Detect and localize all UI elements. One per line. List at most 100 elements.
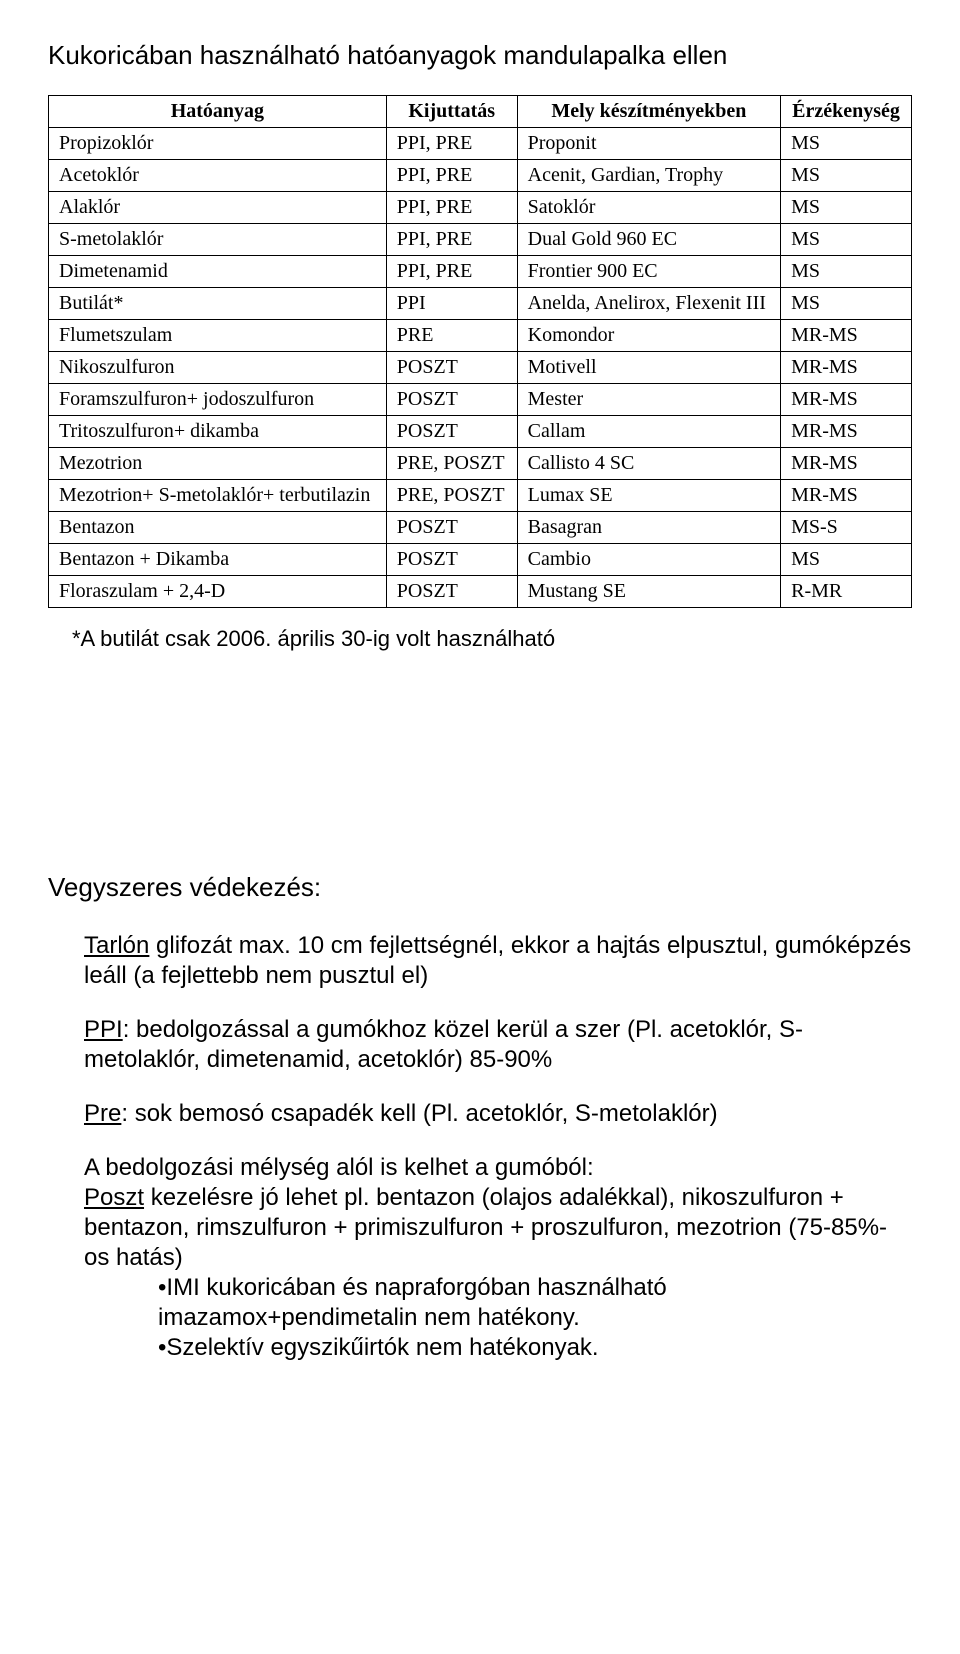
table-cell: POSZT — [386, 352, 517, 384]
table-cell: MR-MS — [781, 416, 912, 448]
table-cell: PRE, POSZT — [386, 448, 517, 480]
table-cell: PPI, PRE — [386, 256, 517, 288]
table-cell: Floraszulam + 2,4-D — [49, 576, 387, 608]
table-cell: MR-MS — [781, 480, 912, 512]
section-heading: Vegyszeres védekezés: — [48, 872, 912, 903]
table-cell: Butilát* — [49, 288, 387, 320]
text-p1: glifozát max. 10 cm fejlettségnél, ekkor… — [84, 932, 911, 989]
table-cell: Dual Gold 960 EC — [517, 224, 780, 256]
table-cell: PPI, PRE — [386, 224, 517, 256]
table-cell: Mezotrion — [49, 448, 387, 480]
table-cell: Basagran — [517, 512, 780, 544]
col-hatoanyag: Hatóanyag — [49, 96, 387, 128]
table-cell: POSZT — [386, 544, 517, 576]
table-cell: Bentazon — [49, 512, 387, 544]
table-footnote: *A butilát csak 2006. április 30-ig volt… — [72, 626, 912, 652]
table-cell: MR-MS — [781, 320, 912, 352]
table-cell: Foramszulfuron+ jodoszulfuron — [49, 384, 387, 416]
table-row: Foramszulfuron+ jodoszulfuronPOSZTMester… — [49, 384, 912, 416]
table-row: Mezotrion+ S-metolaklór+ terbutilazinPRE… — [49, 480, 912, 512]
table-cell: Bentazon + Dikamba — [49, 544, 387, 576]
col-erzekenyseg: Érzékenység — [781, 96, 912, 128]
table-row: AlaklórPPI, PRESatoklórMS — [49, 192, 912, 224]
table-row: Bentazon + DikambaPOSZTCambioMS — [49, 544, 912, 576]
table-cell: PPI, PRE — [386, 160, 517, 192]
table-cell: Satoklór — [517, 192, 780, 224]
table-cell: Proponit — [517, 128, 780, 160]
table-cell: MS — [781, 256, 912, 288]
text-p4: kezelésre jó lehet pl. bentazon (olajos … — [84, 1184, 887, 1271]
table-cell: Cambio — [517, 544, 780, 576]
table-cell: Nikoszulfuron — [49, 352, 387, 384]
table-row: Tritoszulfuron+ dikambaPOSZTCallamMR-MS — [49, 416, 912, 448]
table-cell: Mezotrion+ S-metolaklór+ terbutilazin — [49, 480, 387, 512]
table-row: Butilát*PPIAnelda, Anelirox, Flexenit II… — [49, 288, 912, 320]
table-cell: Anelda, Anelirox, Flexenit III — [517, 288, 780, 320]
table-row: FlumetszulamPREKomondorMR-MS — [49, 320, 912, 352]
table-row: S-metolaklórPPI, PREDual Gold 960 ECMS — [49, 224, 912, 256]
table-cell: Tritoszulfuron+ dikamba — [49, 416, 387, 448]
paragraph-poszt: A bedolgozási mélység alól is kelhet a g… — [84, 1153, 912, 1273]
table-cell: MS — [781, 224, 912, 256]
table-cell: S-metolaklór — [49, 224, 387, 256]
text-p2: : bedolgozással a gumókhoz közel kerül a… — [84, 1016, 803, 1073]
underline-tarlon: Tarlón — [84, 932, 149, 959]
document-page: Kukoricában használható hatóanyagok mand… — [0, 0, 960, 1447]
herbicide-table: Hatóanyag Kijuttatás Mely készítményekbe… — [48, 95, 912, 608]
table-cell: Mustang SE — [517, 576, 780, 608]
table-cell: Motivell — [517, 352, 780, 384]
underline-poszt: Poszt — [84, 1184, 144, 1211]
underline-ppi: PPI — [84, 1016, 123, 1043]
table-cell: POSZT — [386, 576, 517, 608]
table-cell: MS — [781, 128, 912, 160]
underline-pre: Pre — [84, 1100, 121, 1127]
table-cell: MR-MS — [781, 352, 912, 384]
table-header-row: Hatóanyag Kijuttatás Mely készítményekbe… — [49, 96, 912, 128]
table-cell: MS — [781, 544, 912, 576]
table-row: BentazonPOSZTBasagranMS-S — [49, 512, 912, 544]
table-cell: Komondor — [517, 320, 780, 352]
table-row: Floraszulam + 2,4-DPOSZTMustang SER-MR — [49, 576, 912, 608]
table-cell: Acenit, Gardian, Trophy — [517, 160, 780, 192]
table-row: NikoszulfuronPOSZTMotivellMR-MS — [49, 352, 912, 384]
table-cell: Alaklór — [49, 192, 387, 224]
table-cell: POSZT — [386, 512, 517, 544]
paragraph-bullets: •IMI kukoricában és napraforgóban haszná… — [158, 1273, 912, 1363]
table-cell: R-MR — [781, 576, 912, 608]
table-cell: MR-MS — [781, 448, 912, 480]
table-cell: MS — [781, 192, 912, 224]
table-cell: Flumetszulam — [49, 320, 387, 352]
col-keszitmeny: Mely készítményekben — [517, 96, 780, 128]
table-cell: PRE, POSZT — [386, 480, 517, 512]
table-cell: Frontier 900 EC — [517, 256, 780, 288]
table-cell: MS — [781, 288, 912, 320]
table-cell: POSZT — [386, 416, 517, 448]
table-cell: MS — [781, 160, 912, 192]
table-row: AcetoklórPPI, PREAcenit, Gardian, Trophy… — [49, 160, 912, 192]
bullet-imi: •IMI kukoricában és napraforgóban haszná… — [158, 1274, 667, 1331]
table-cell: Lumax SE — [517, 480, 780, 512]
table-cell: PPI — [386, 288, 517, 320]
table-cell: Dimetenamid — [49, 256, 387, 288]
table-cell: MR-MS — [781, 384, 912, 416]
table-row: PropizoklórPPI, PREProponitMS — [49, 128, 912, 160]
table-cell: POSZT — [386, 384, 517, 416]
col-kijuttatas: Kijuttatás — [386, 96, 517, 128]
text-p4a: A bedolgozási mélység alól is kelhet a g… — [84, 1154, 594, 1181]
table-row: DimetenamidPPI, PREFrontier 900 ECMS — [49, 256, 912, 288]
table-cell: MS-S — [781, 512, 912, 544]
table-cell: Propizoklór — [49, 128, 387, 160]
table-cell: PPI, PRE — [386, 192, 517, 224]
table-cell: Callam — [517, 416, 780, 448]
table-cell: Callisto 4 SC — [517, 448, 780, 480]
paragraph-pre: Pre: sok bemosó csapadék kell (Pl. aceto… — [84, 1099, 912, 1129]
table-cell: Mester — [517, 384, 780, 416]
table-row: MezotrionPRE, POSZTCallisto 4 SCMR-MS — [49, 448, 912, 480]
table-cell: PPI, PRE — [386, 128, 517, 160]
page-title: Kukoricában használható hatóanyagok mand… — [48, 40, 912, 71]
text-p3: : sok bemosó csapadék kell (Pl. acetokló… — [121, 1100, 717, 1127]
paragraph-ppi: PPI: bedolgozással a gumókhoz közel kerü… — [84, 1015, 912, 1075]
paragraph-tarlon: Tarlón glifozát max. 10 cm fejlettségnél… — [84, 931, 912, 991]
table-cell: PRE — [386, 320, 517, 352]
bullet-szelektiv: •Szelektív egyszikűirtók nem hatékonyak. — [158, 1334, 599, 1361]
